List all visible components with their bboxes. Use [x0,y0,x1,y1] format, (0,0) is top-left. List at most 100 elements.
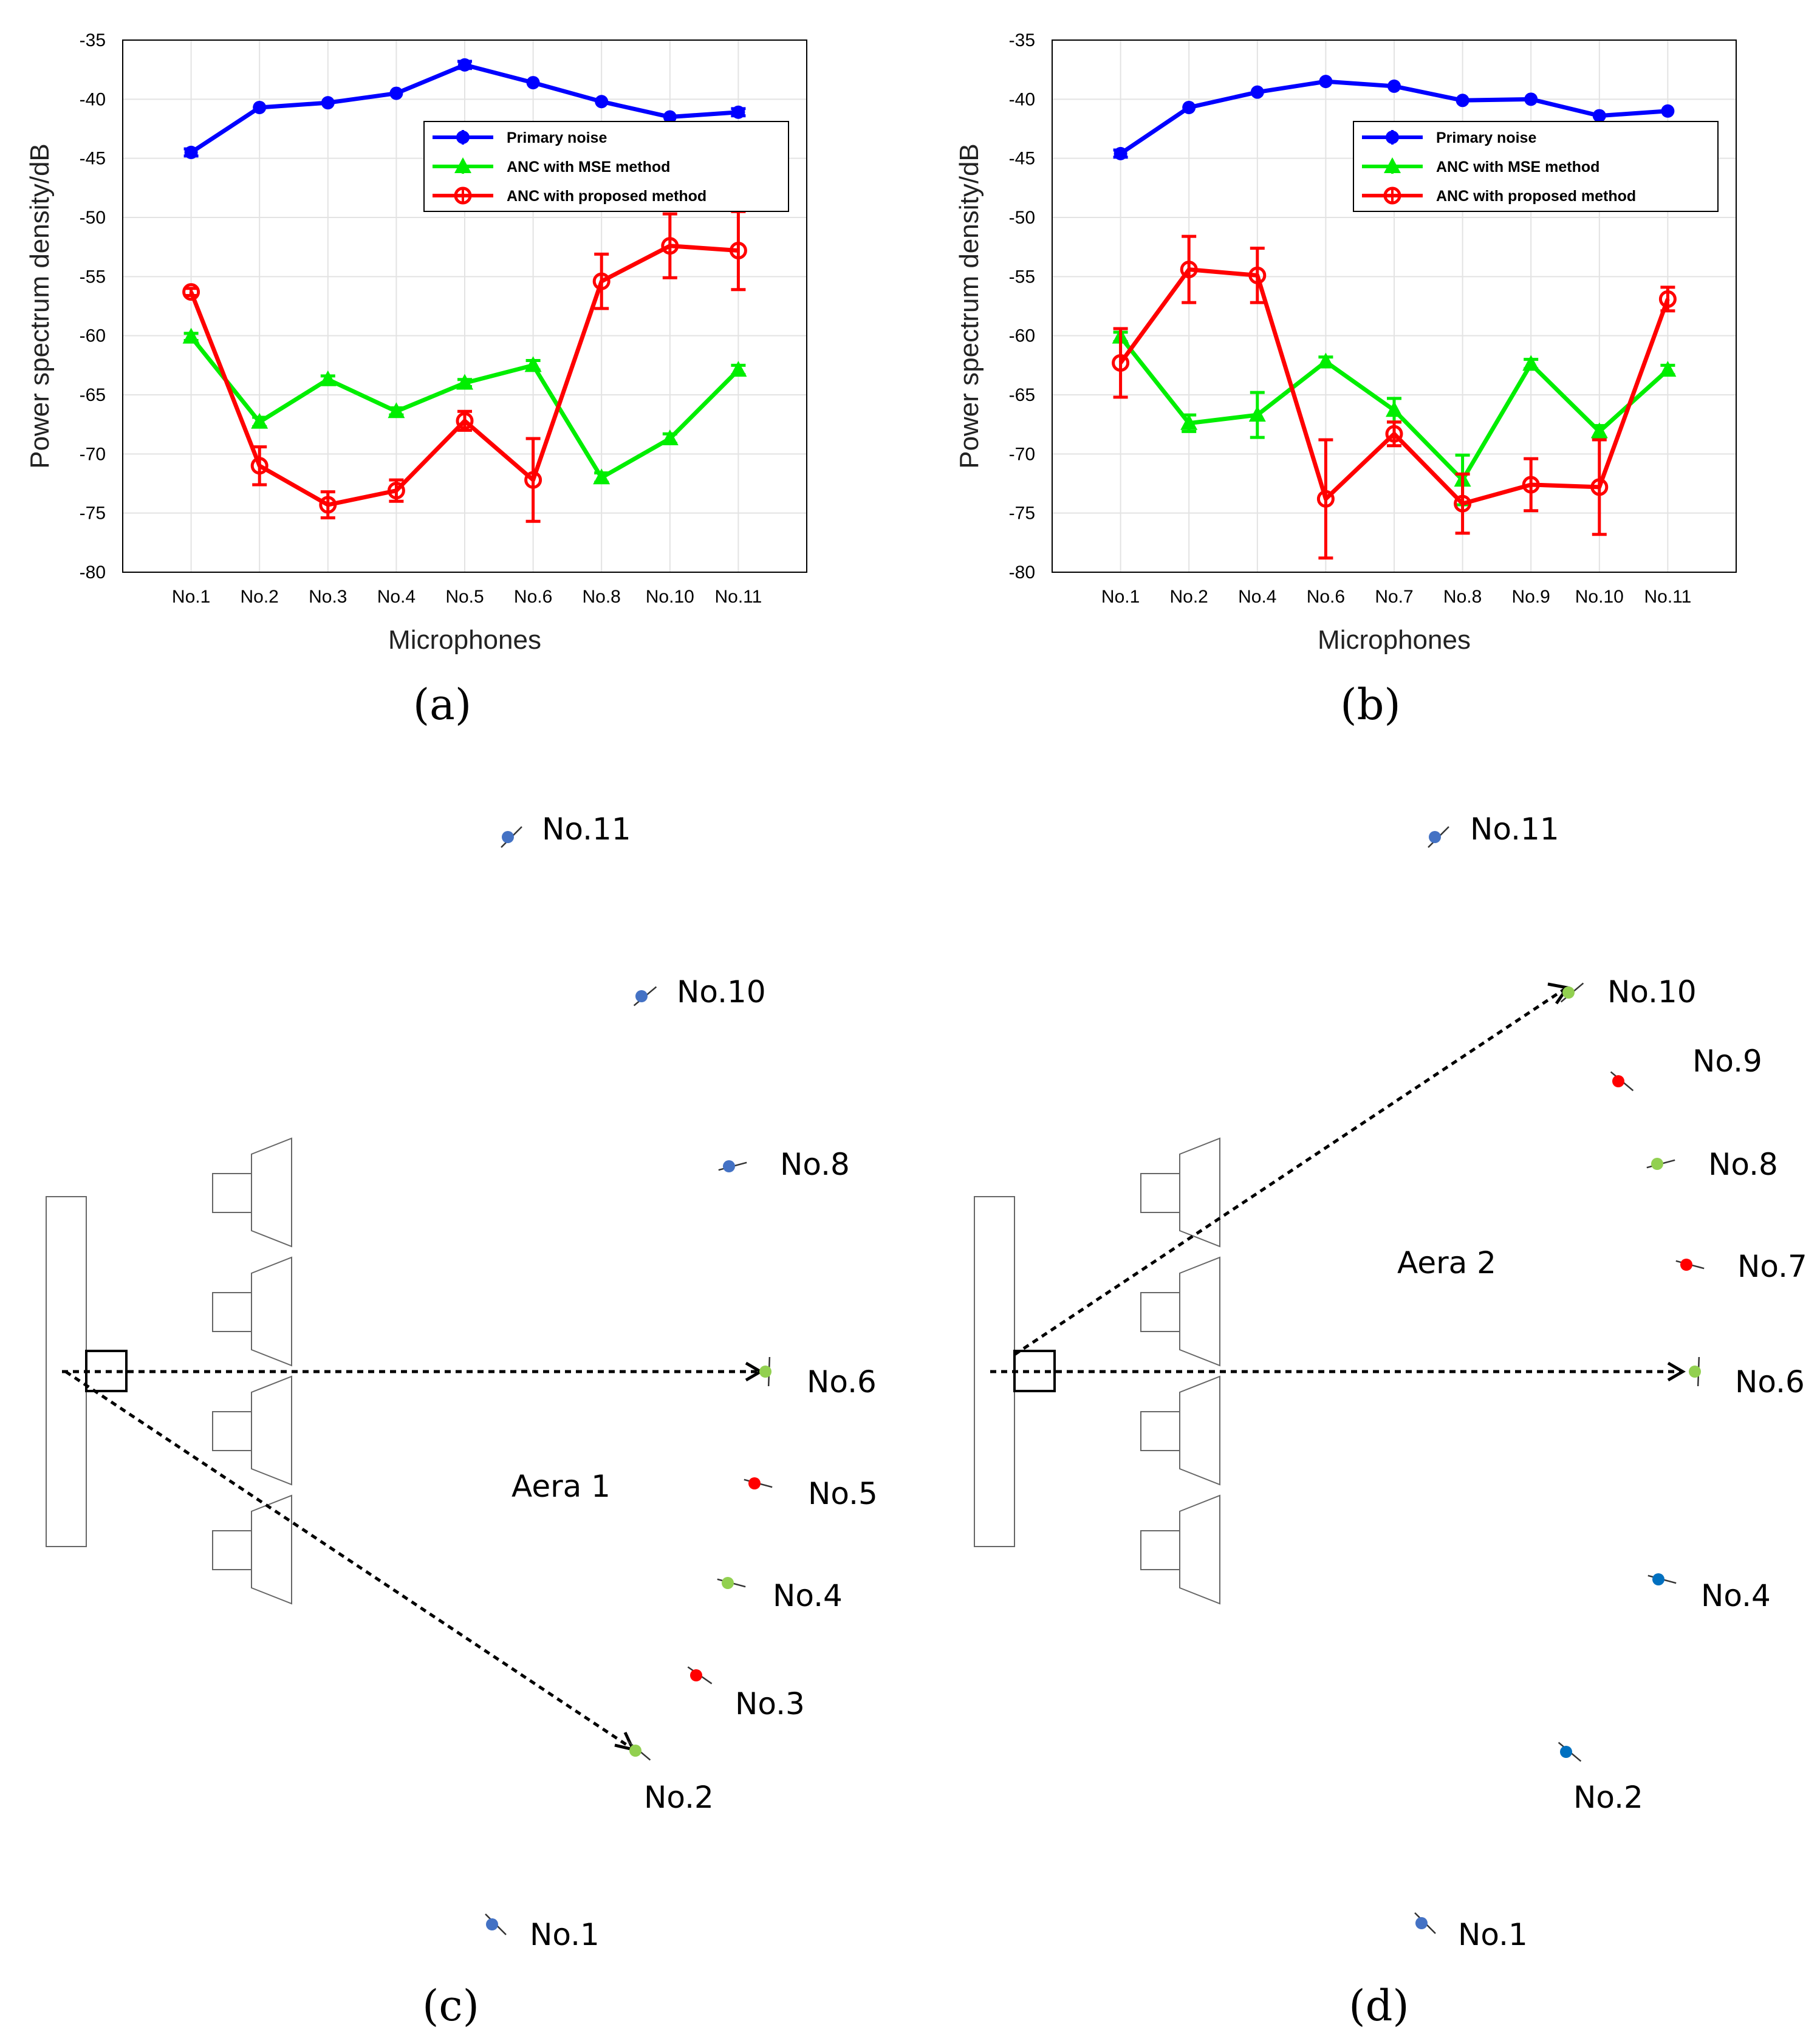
microphone-no1: No.1 [485,1913,600,1952]
microphone-dot [486,1918,498,1930]
y-tick-label: -60 [80,326,106,346]
data-point [1454,494,1472,513]
data-point [253,100,267,114]
x-tick-label: No.4 [377,587,416,607]
microphone-label: No.2 [644,1780,714,1815]
microphone-label: No.11 [1470,812,1559,847]
x-tick-label: No.9 [1512,587,1550,607]
data-point [663,110,677,124]
data-point [1180,261,1198,279]
x-tick-label: No.11 [714,587,762,607]
legend-label: ANC with MSE method [507,159,670,176]
x-tick-label: No.8 [583,587,621,607]
speaker-1 [212,1137,292,1248]
x-tick-label: No.10 [646,587,694,607]
microphone-label: No.6 [807,1364,877,1400]
data-point [524,471,542,489]
y-tick-label: -50 [1009,208,1035,228]
microphone-no1: No.1 [1414,1912,1528,1952]
y-tick-label: -35 [80,30,106,50]
area-label-c: Aera 1 [511,1469,611,1504]
data-point [184,145,198,159]
y-tick-label: -80 [80,562,106,583]
data-point [1522,476,1540,494]
x-tick-label: No.5 [445,587,484,607]
x-tick-label: No.3 [309,587,347,607]
data-point [251,412,269,429]
x-tick-label: No.7 [1375,587,1413,607]
y-tick-label: -40 [80,89,106,109]
legend-entry: ANC with MSE method [433,157,670,176]
data-point [1590,422,1608,439]
legend-swatch-marker [456,131,470,144]
data-point [731,105,745,119]
y-tick-label: -70 [1009,444,1035,464]
legend-a: Primary noise ANC with MSE method ANC with… [423,121,789,212]
microphone-dot [722,1577,734,1589]
data-point [182,283,200,301]
legend-entry: ANC with MSE method [1362,157,1599,176]
plot-frame-b [1052,39,1737,573]
data-point [1182,100,1196,114]
microphone-no10: No.10 [633,974,766,1010]
legend-swatch-marker [1386,131,1399,144]
microphone-dot [1560,1746,1572,1758]
microphone-label: No.9 [1692,1044,1762,1079]
diagram-c: Aera 1 No.11 No.10 No.8 No.6 No.5 No.4 No.3 No.… [46,812,878,2031]
panel-label-c: (c) [422,1981,479,2031]
data-point [1112,354,1130,372]
x-tick-label: No.11 [1644,587,1691,607]
area-label-d: Aera 2 [1397,1245,1496,1280]
data-point [1522,355,1540,371]
microphone-label: No.6 [1735,1364,1805,1400]
y-tick-label: -80 [1009,562,1035,583]
data-point [389,86,403,100]
data-point [319,496,337,514]
microphone-dot [1652,1573,1664,1585]
microphone-label: No.2 [1573,1780,1643,1815]
legend-entry: ANC with proposed method [1362,186,1636,205]
data-point [1250,85,1264,99]
microphone-label: No.8 [1708,1147,1778,1182]
y-tick-label: -70 [80,444,106,464]
y-tick-label: -50 [80,208,106,228]
microphone-dot [1651,1158,1663,1170]
microphone-label: No.7 [1737,1249,1807,1284]
plot-frame-a [122,39,807,573]
y-tick-label: -40 [1009,89,1035,109]
microphone-no11: No.11 [501,812,631,848]
microphone-label: No.3 [735,1686,805,1721]
speaker-4 [1140,1494,1220,1605]
data-point [1316,490,1335,508]
x-tick-label: No.2 [1170,587,1208,607]
data-point [593,468,611,485]
data-point [1592,109,1606,123]
data-point [1661,104,1675,118]
microphone-no5: No.5 [744,1476,878,1511]
microphone-dot [1689,1366,1701,1378]
microphone-label: No.1 [1458,1917,1528,1952]
microphone-no4: No.4 [1647,1573,1771,1613]
microphone-no9: No.9 [1610,1044,1762,1092]
arrow-to-no10 [1013,987,1566,1356]
x-tick-label: No.6 [1307,587,1345,607]
arrowhead-no6 [1667,1361,1686,1382]
microphone-label: No.5 [808,1476,878,1511]
data-point [1386,401,1403,417]
legend-swatch-marker [1383,186,1401,205]
microphone-no2: No.2 [1558,1742,1643,1815]
data-point [1319,75,1333,89]
y-axis-label-a: Power spectrum density/dB [25,143,55,469]
microphone-no11: No.11 [1428,812,1559,848]
microphone-label: No.4 [773,1578,843,1613]
data-point [1387,79,1401,93]
panel-label-a: (a) [413,680,471,730]
data-point [388,402,405,419]
data-point [1180,414,1198,430]
microphone-dot [629,1745,641,1757]
microphone-no4: No.4 [717,1577,843,1613]
data-point [1317,352,1335,369]
data-point [1456,94,1469,108]
panel-label-d: (d) [1349,1981,1409,2031]
